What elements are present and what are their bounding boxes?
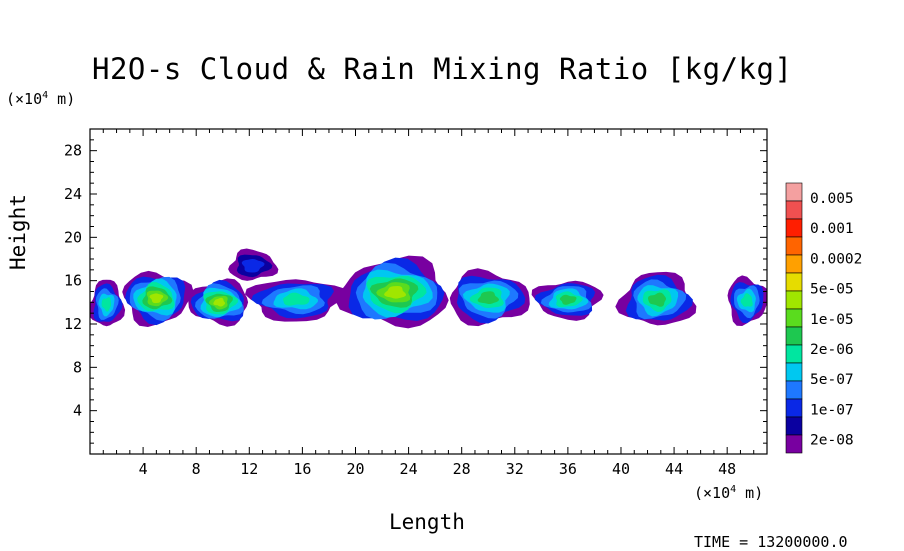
cloud-cluster <box>449 268 530 327</box>
cloud-contour <box>213 297 226 307</box>
colorbar-swatch <box>785 308 803 328</box>
cloud-cluster <box>122 270 194 327</box>
x-tick-label: 24 <box>400 460 418 478</box>
x-tick-label: 32 <box>506 460 524 478</box>
x-tick-label: 16 <box>293 460 311 478</box>
x-tick-label: 12 <box>240 460 258 478</box>
x-unit-suffix: m) <box>736 484 764 502</box>
y-tick-label: 16 <box>64 272 82 290</box>
x-tick-label: 36 <box>559 460 577 478</box>
cloud-cluster <box>615 271 697 326</box>
x-axis-unit: (×104 m) <box>694 484 763 502</box>
colorbar-label: 5e-05 <box>810 282 854 298</box>
colorbar-label: 0.005 <box>810 191 854 207</box>
cloud-field <box>90 248 767 329</box>
y-unit-prefix: (×10 <box>6 90 43 108</box>
colorbar-swatch <box>785 398 803 418</box>
colorbar-label: 0.0002 <box>810 251 862 267</box>
cloud-contour <box>740 293 753 307</box>
cloud-contour <box>101 297 112 312</box>
y-axis-unit: (×104 m) <box>6 90 75 108</box>
chart-title: H2O-s Cloud & Rain Mixing Ratio [kg/kg] <box>92 52 793 86</box>
x-tick-label: 8 <box>192 460 201 478</box>
colorbar-swatch <box>785 182 803 202</box>
colorbar-label: 1e-05 <box>810 312 854 328</box>
cloud-cluster <box>228 248 279 281</box>
colorbar-swatch <box>785 362 803 382</box>
cloud-contour <box>283 292 310 306</box>
y-unit-exponent: 4 <box>42 90 49 101</box>
cloud-cluster <box>188 278 249 327</box>
colorbar-label: 2e-08 <box>810 433 854 449</box>
colorbar-swatch <box>785 326 803 346</box>
colorbar-swatch <box>785 434 803 454</box>
x-tick-label: 48 <box>718 460 736 478</box>
cloud-cluster <box>90 279 126 327</box>
colorbar-swatch <box>785 200 803 220</box>
x-unit-exponent: 4 <box>730 484 737 495</box>
cloud-contour <box>477 291 500 304</box>
cloud-cluster <box>727 275 767 326</box>
colorbar-swatch <box>785 236 803 256</box>
x-tick-label: 40 <box>612 460 630 478</box>
colorbar-swatch <box>785 380 803 400</box>
x-unit-prefix: (×10 <box>694 484 731 502</box>
y-tick-label: 24 <box>64 185 82 203</box>
colorbar-swatch <box>785 290 803 310</box>
y-unit-suffix: m) <box>48 90 76 108</box>
colorbar-swatch <box>785 218 803 238</box>
cloud-cluster <box>335 255 449 329</box>
cloud-contour <box>241 259 265 273</box>
y-tick-label: 4 <box>73 402 82 420</box>
x-tick-label: 20 <box>346 460 364 478</box>
x-tick-label: 28 <box>453 460 471 478</box>
colorbar-swatch <box>785 272 803 292</box>
colorbar-swatch <box>785 344 803 364</box>
colorbar-swatch <box>785 416 803 436</box>
x-tick-label: 4 <box>139 460 148 478</box>
cloud-contour <box>647 292 666 307</box>
y-tick-label: 28 <box>64 142 82 160</box>
cloud-cluster <box>245 279 349 322</box>
colorbar-label: 2e-06 <box>810 342 854 358</box>
colorbar-label: 5e-07 <box>810 372 854 388</box>
colorbar-label: 1e-07 <box>810 402 854 418</box>
cloud-cluster <box>531 280 604 321</box>
cloud-contour <box>149 293 164 304</box>
y-tick-label: 8 <box>73 358 82 376</box>
cloud-contour <box>384 286 406 299</box>
colorbar-label: 0.001 <box>810 221 854 237</box>
y-tick-label: 20 <box>64 228 82 246</box>
colorbar: 0.005 0.001 0.0002 5e-05 1e-05 2e-06 5e-07 1e-0… <box>785 182 862 454</box>
y-tick-label: 12 <box>64 315 82 333</box>
x-tick-label: 44 <box>665 460 683 478</box>
colorbar-swatch <box>785 254 803 274</box>
cloud-contour <box>559 294 577 305</box>
x-axis-label: Length <box>389 510 465 534</box>
